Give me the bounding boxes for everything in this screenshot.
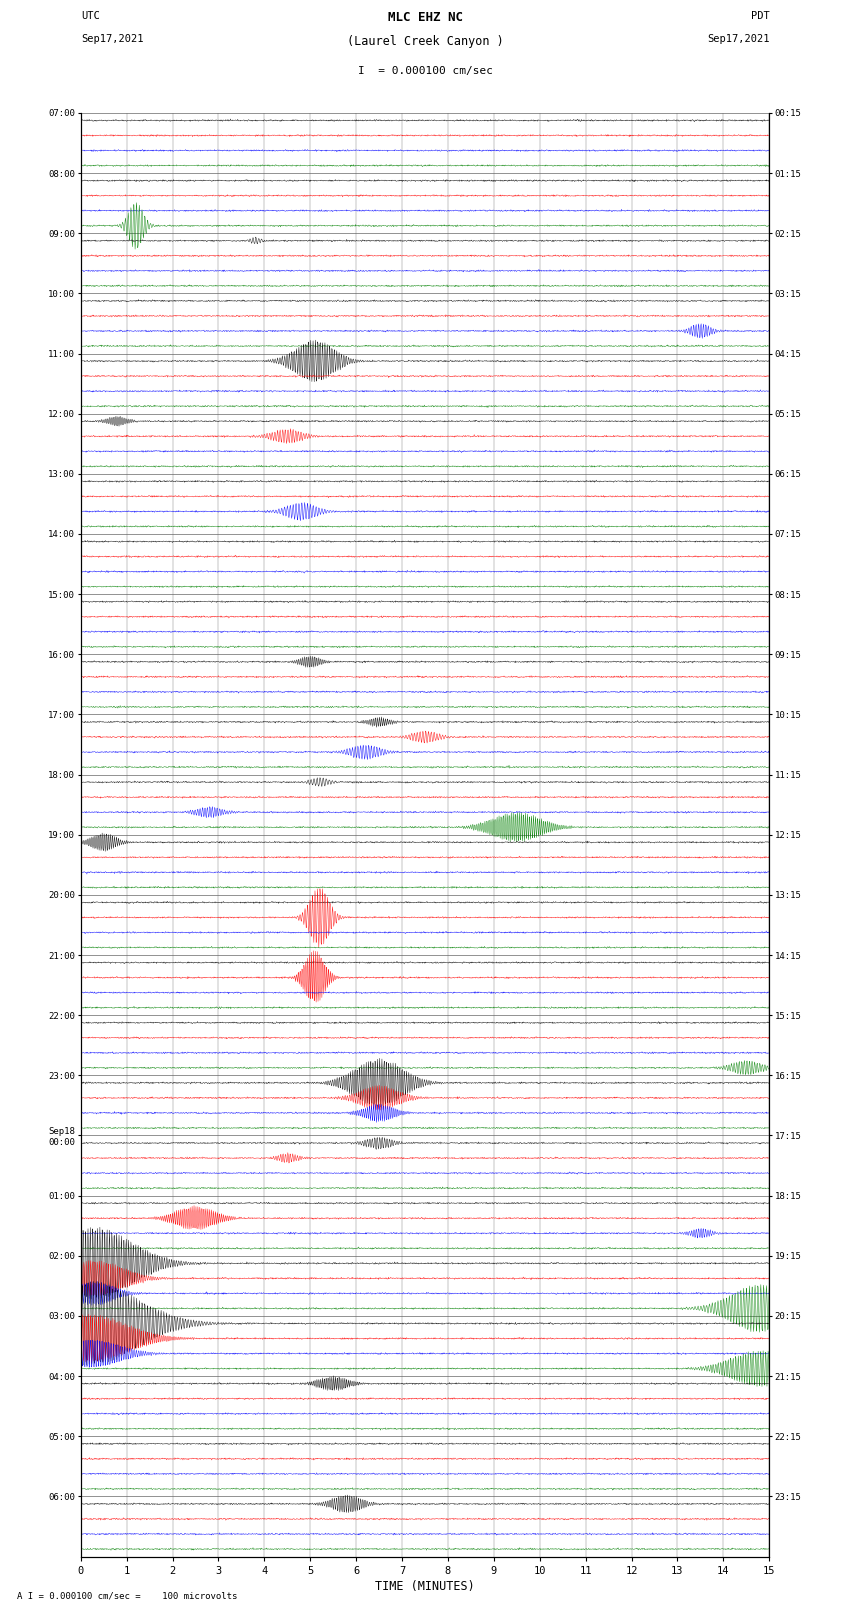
Text: Sep17,2021: Sep17,2021 [81, 34, 144, 44]
X-axis label: TIME (MINUTES): TIME (MINUTES) [375, 1579, 475, 1592]
Text: MLC EHZ NC: MLC EHZ NC [388, 11, 462, 24]
Text: A I = 0.000100 cm/sec =    100 microvolts: A I = 0.000100 cm/sec = 100 microvolts [17, 1590, 237, 1600]
Text: PDT: PDT [751, 11, 769, 21]
Text: Sep17,2021: Sep17,2021 [706, 34, 769, 44]
Text: (Laurel Creek Canyon ): (Laurel Creek Canyon ) [347, 35, 503, 48]
Text: UTC: UTC [81, 11, 99, 21]
Text: I  = 0.000100 cm/sec: I = 0.000100 cm/sec [358, 66, 492, 76]
